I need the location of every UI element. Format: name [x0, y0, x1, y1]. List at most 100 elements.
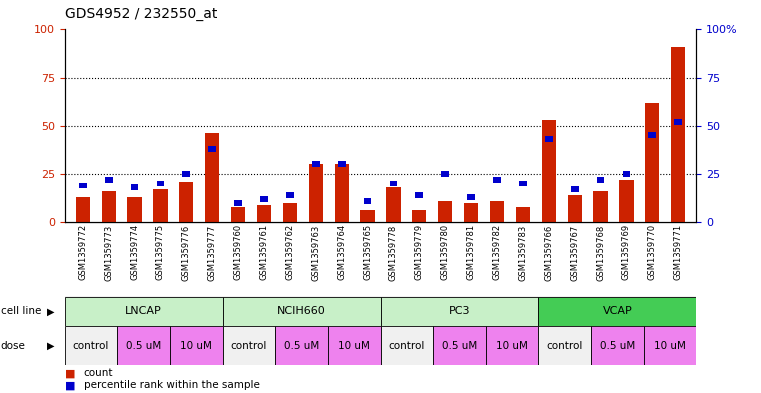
Bar — [335, 164, 349, 222]
Text: GSM1359780: GSM1359780 — [441, 224, 450, 281]
Bar — [157, 181, 164, 186]
Bar — [390, 181, 397, 186]
Bar — [170, 326, 223, 365]
Text: GSM1359765: GSM1359765 — [363, 224, 372, 281]
Bar — [260, 196, 268, 202]
Bar — [209, 146, 216, 152]
Bar — [101, 191, 116, 222]
Text: GSM1359767: GSM1359767 — [570, 224, 579, 281]
Bar — [645, 103, 660, 222]
Text: GSM1359760: GSM1359760 — [234, 224, 243, 281]
Bar — [257, 205, 271, 222]
Bar — [412, 211, 426, 222]
Text: PC3: PC3 — [449, 307, 470, 316]
Bar — [380, 326, 433, 365]
Bar — [539, 297, 696, 326]
Bar — [117, 326, 170, 365]
Bar — [416, 192, 423, 198]
Bar — [131, 184, 139, 190]
Bar — [105, 177, 113, 183]
Bar — [65, 326, 117, 365]
Text: 10 uM: 10 uM — [180, 341, 212, 351]
Text: 10 uM: 10 uM — [496, 341, 528, 351]
Bar — [361, 211, 374, 222]
Text: 0.5 uM: 0.5 uM — [600, 341, 635, 351]
Text: ■: ■ — [65, 380, 75, 390]
Bar — [387, 187, 400, 222]
Text: GSM1359781: GSM1359781 — [466, 224, 476, 281]
Bar — [154, 189, 167, 222]
Bar — [644, 326, 696, 365]
Bar — [75, 197, 90, 222]
Text: LNCAP: LNCAP — [126, 307, 162, 316]
Bar — [619, 180, 634, 222]
Text: cell line: cell line — [1, 307, 41, 316]
Text: GSM1359768: GSM1359768 — [596, 224, 605, 281]
Bar — [286, 192, 294, 198]
Text: GSM1359763: GSM1359763 — [311, 224, 320, 281]
Bar — [622, 171, 630, 177]
Text: GSM1359779: GSM1359779 — [415, 224, 424, 281]
Bar — [312, 162, 320, 167]
Bar — [231, 207, 245, 222]
Text: percentile rank within the sample: percentile rank within the sample — [84, 380, 260, 390]
Bar — [180, 182, 193, 222]
Text: dose: dose — [1, 341, 26, 351]
Text: GSM1359778: GSM1359778 — [389, 224, 398, 281]
Text: GSM1359777: GSM1359777 — [208, 224, 217, 281]
Bar — [328, 326, 380, 365]
Text: ▶: ▶ — [47, 341, 55, 351]
Text: VCAP: VCAP — [603, 307, 632, 316]
Bar — [380, 297, 539, 326]
Bar — [490, 201, 504, 222]
Bar — [438, 201, 452, 222]
Bar — [205, 134, 219, 222]
Bar — [464, 203, 478, 222]
Bar — [183, 171, 190, 177]
Bar — [275, 326, 328, 365]
Bar — [364, 198, 371, 204]
Text: GSM1359775: GSM1359775 — [156, 224, 165, 281]
Text: GSM1359771: GSM1359771 — [673, 224, 683, 281]
Text: 0.5 uM: 0.5 uM — [126, 341, 161, 351]
Bar — [79, 183, 87, 188]
Bar — [223, 326, 275, 365]
Text: control: control — [546, 341, 583, 351]
Text: GSM1359783: GSM1359783 — [518, 224, 527, 281]
Bar — [671, 47, 686, 222]
Bar — [674, 119, 682, 125]
Bar — [516, 207, 530, 222]
Bar — [539, 326, 591, 365]
Bar — [597, 177, 604, 183]
Text: control: control — [73, 341, 109, 351]
Text: GDS4952 / 232550_at: GDS4952 / 232550_at — [65, 7, 217, 21]
Bar — [542, 120, 556, 222]
Bar — [467, 194, 475, 200]
Bar — [338, 162, 345, 167]
Bar — [234, 200, 242, 206]
Text: 10 uM: 10 uM — [338, 341, 370, 351]
Bar — [519, 181, 527, 186]
Text: GSM1359764: GSM1359764 — [337, 224, 346, 281]
Bar — [591, 326, 644, 365]
Text: 10 uM: 10 uM — [654, 341, 686, 351]
Text: ■: ■ — [65, 368, 75, 378]
Bar — [545, 136, 552, 142]
Text: 0.5 uM: 0.5 uM — [284, 341, 319, 351]
Text: GSM1359776: GSM1359776 — [182, 224, 191, 281]
Bar — [441, 171, 449, 177]
Text: GSM1359769: GSM1359769 — [622, 224, 631, 281]
Bar — [486, 326, 539, 365]
Bar — [127, 197, 142, 222]
Text: GSM1359773: GSM1359773 — [104, 224, 113, 281]
Bar — [568, 195, 581, 222]
Bar — [493, 177, 501, 183]
Bar — [571, 186, 578, 192]
Bar — [309, 164, 323, 222]
Text: GSM1359772: GSM1359772 — [78, 224, 88, 281]
Text: GSM1359762: GSM1359762 — [285, 224, 295, 281]
Text: NCIH660: NCIH660 — [277, 307, 326, 316]
Bar — [283, 203, 297, 222]
Text: GSM1359770: GSM1359770 — [648, 224, 657, 281]
Text: GSM1359761: GSM1359761 — [260, 224, 269, 281]
